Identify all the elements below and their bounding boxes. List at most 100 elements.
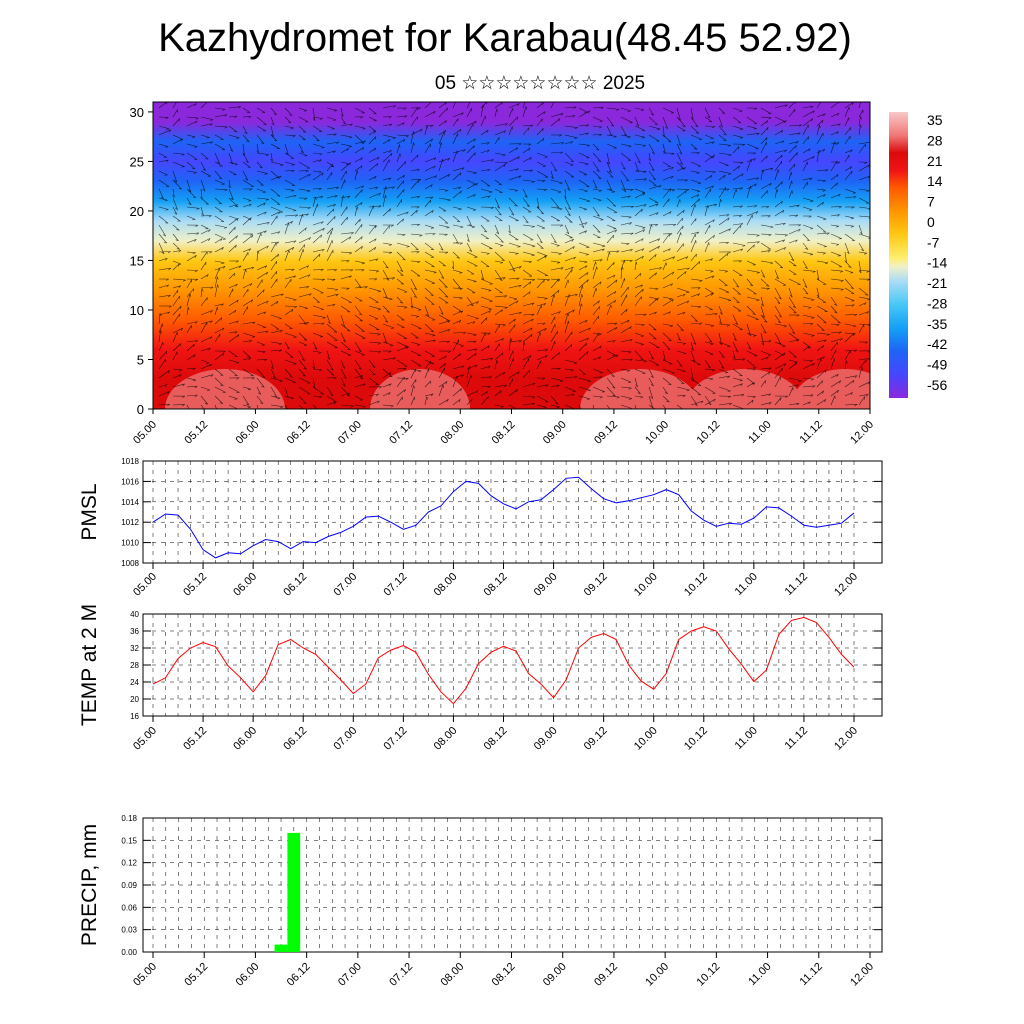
wind-vector-head <box>822 252 826 255</box>
wind-vector-head <box>710 325 714 327</box>
wind-vector <box>578 242 590 248</box>
wind-vector <box>578 230 587 235</box>
wind-vector <box>228 320 239 325</box>
wind-vector <box>410 179 420 190</box>
wind-vector-head <box>518 175 522 179</box>
panel-frame <box>142 460 883 564</box>
wind-vector-head <box>812 271 816 273</box>
wind-vector <box>200 152 209 160</box>
colorbar-label: -56 <box>927 377 947 393</box>
wind-vector-head <box>474 353 477 357</box>
wind-vector-head <box>558 253 562 255</box>
wind-vector <box>578 272 589 280</box>
wind-vector-head <box>474 348 478 352</box>
wind-vector <box>284 170 295 172</box>
wind-vector <box>718 287 730 293</box>
wind-vector-head <box>260 402 264 405</box>
wind-vector <box>466 108 472 118</box>
wind-vector-head <box>741 173 744 177</box>
wind-vector-head <box>671 166 674 170</box>
wind-vector <box>214 107 226 110</box>
wind-vector-head <box>751 399 754 403</box>
wind-vector-head <box>347 195 351 199</box>
wind-vector <box>382 105 396 109</box>
wind-vector <box>522 169 533 172</box>
heatmap-x-tick-label: 07.00 <box>336 419 364 447</box>
wind-vector <box>550 161 558 172</box>
wind-vector <box>690 305 701 307</box>
wind-vector-head <box>682 293 686 297</box>
wind-vector <box>858 287 869 296</box>
wind-vector <box>802 305 812 308</box>
wind-vector-head <box>682 311 686 315</box>
wind-vector <box>620 286 629 298</box>
wind-vector <box>186 343 195 352</box>
wind-vector <box>410 314 419 317</box>
wind-vector <box>298 143 304 154</box>
wind-vector <box>536 296 548 299</box>
wind-vector-head <box>697 182 701 184</box>
wind-vector <box>368 116 377 121</box>
wind-vector-head <box>336 186 339 190</box>
wind-vector <box>732 332 737 341</box>
wind-vector <box>816 390 824 397</box>
wind-vector <box>662 296 673 300</box>
wind-vector-head <box>571 239 574 242</box>
wind-vector <box>858 109 864 118</box>
wind-vector <box>158 403 170 406</box>
wind-vector-head <box>179 343 182 347</box>
wind-vector-head <box>334 216 336 220</box>
y-tick-label: 1010 <box>121 539 139 548</box>
x-tick-label: 07.00 <box>336 961 364 989</box>
wind-vector-head <box>167 391 170 394</box>
x-tick-label: 06.00 <box>231 571 259 599</box>
wind-vector <box>354 278 362 288</box>
wind-vector <box>844 233 855 242</box>
wind-vector-head <box>473 334 477 336</box>
wind-vector <box>760 296 764 307</box>
wind-vector-head <box>783 352 786 356</box>
wind-vector-head <box>807 136 809 140</box>
wind-vector-head <box>697 394 701 396</box>
wind-vector <box>858 224 863 235</box>
wind-vector-head <box>672 256 676 260</box>
wind-vector-head <box>556 406 560 408</box>
wind-vector <box>214 233 226 240</box>
wind-vector-head <box>557 262 561 264</box>
wind-vector-head <box>643 171 647 173</box>
wind-vector <box>340 123 353 127</box>
wind-vector-head <box>866 278 870 281</box>
wind-vector-head <box>711 369 716 372</box>
wind-vector-head <box>542 322 546 325</box>
wind-vector-head <box>598 200 602 202</box>
wind-vector-head <box>249 203 252 207</box>
wind-vector <box>802 136 809 145</box>
wind-vector-head <box>528 261 532 264</box>
wind-vector <box>606 235 614 244</box>
wind-vector <box>830 296 838 306</box>
wind-vector <box>802 148 811 154</box>
wind-vector <box>368 238 377 244</box>
wind-vector-head <box>816 294 820 298</box>
wind-vector <box>844 350 851 361</box>
wind-vector <box>718 170 732 174</box>
wind-vector-head <box>307 274 311 278</box>
wind-vector <box>340 296 352 303</box>
wind-vector <box>270 341 282 344</box>
wind-vector-head <box>210 141 213 144</box>
wind-vector-head <box>358 367 362 370</box>
wind-vector <box>368 156 380 163</box>
colorbar-label: -28 <box>927 295 947 311</box>
wind-vector <box>662 395 670 403</box>
wind-vector-head <box>614 300 617 303</box>
wind-vector <box>788 339 800 343</box>
wind-vector-head <box>767 127 769 131</box>
wind-vector <box>634 125 646 131</box>
wind-vector <box>718 199 721 208</box>
wind-vector-head <box>695 253 697 257</box>
wind-vector <box>452 112 464 118</box>
wind-vector-head <box>792 306 796 309</box>
wind-vector-head <box>669 233 673 236</box>
heatmap-x-tick-label: 05.12 <box>182 419 210 447</box>
